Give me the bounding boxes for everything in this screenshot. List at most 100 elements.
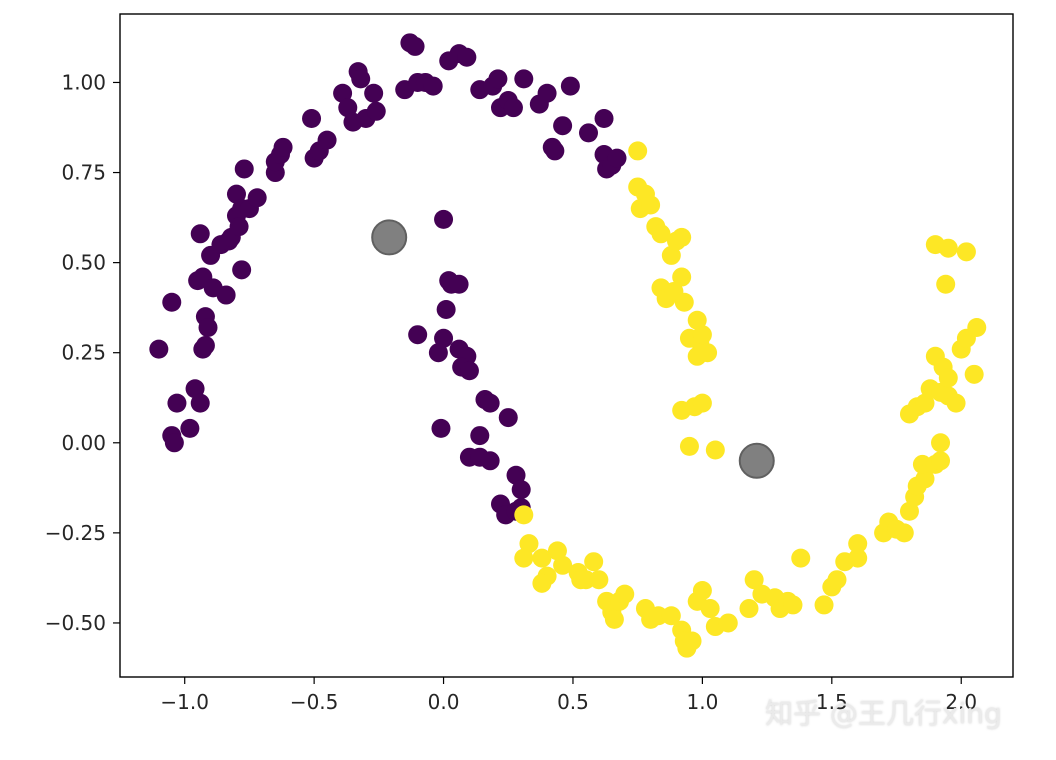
data-point bbox=[364, 83, 384, 103]
data-point bbox=[692, 581, 712, 601]
data-point bbox=[195, 336, 215, 355]
data-point bbox=[514, 69, 534, 89]
y-tick-label: 0.00 bbox=[61, 431, 106, 455]
data-point bbox=[459, 361, 479, 381]
data-point bbox=[457, 47, 477, 67]
data-point bbox=[405, 36, 425, 56]
data-point bbox=[964, 364, 984, 384]
data-point bbox=[848, 534, 868, 554]
data-point bbox=[604, 609, 624, 629]
data-point bbox=[247, 188, 267, 208]
plot-frame bbox=[119, 13, 1014, 678]
data-point bbox=[594, 108, 614, 128]
data-point bbox=[514, 505, 534, 525]
data-point bbox=[739, 599, 759, 619]
data-point bbox=[848, 548, 868, 568]
data-point bbox=[931, 451, 951, 471]
data-point bbox=[553, 116, 573, 136]
data-point bbox=[827, 570, 847, 590]
data-point bbox=[651, 224, 671, 244]
data-point bbox=[232, 260, 252, 280]
data-point bbox=[946, 393, 966, 413]
data-point bbox=[936, 274, 956, 294]
data-point bbox=[167, 393, 187, 413]
watermark: 知乎 @王几行xing bbox=[765, 697, 1002, 730]
data-point bbox=[687, 310, 707, 330]
data-point bbox=[229, 217, 249, 237]
data-point bbox=[190, 224, 210, 244]
data-point bbox=[519, 534, 539, 554]
data-point bbox=[579, 123, 599, 143]
x-tick-label: −1.0 bbox=[160, 690, 209, 714]
data-point bbox=[480, 393, 500, 413]
data-point bbox=[692, 393, 712, 413]
x-tick-label: 1.0 bbox=[686, 690, 718, 714]
data-point bbox=[503, 98, 523, 118]
data-point bbox=[190, 393, 210, 413]
data-point bbox=[938, 238, 958, 258]
data-point bbox=[553, 555, 573, 575]
x-axis: −1.0 −0.5 0.0 0.5 1.0 1.5 2.0 bbox=[160, 677, 977, 714]
data-point bbox=[333, 83, 353, 103]
data-point bbox=[537, 83, 557, 103]
centroid-point bbox=[738, 442, 775, 479]
data-point bbox=[672, 227, 692, 247]
data-point bbox=[506, 465, 526, 485]
y-tick-label: 0.50 bbox=[61, 251, 106, 275]
data-point bbox=[162, 292, 182, 312]
data-point bbox=[915, 469, 935, 489]
y-tick-label: −0.50 bbox=[45, 611, 106, 635]
data-point bbox=[661, 606, 681, 626]
data-point bbox=[302, 108, 322, 128]
data-point bbox=[180, 418, 200, 438]
data-point bbox=[915, 393, 935, 413]
y-tick-label: 0.25 bbox=[61, 341, 106, 365]
data-point bbox=[698, 343, 718, 363]
data-point bbox=[679, 436, 699, 456]
y-tick-label: 0.75 bbox=[61, 161, 106, 185]
data-point bbox=[408, 325, 428, 345]
data-point bbox=[198, 317, 218, 337]
data-point bbox=[899, 501, 919, 521]
data-point bbox=[560, 76, 580, 96]
data-point bbox=[226, 184, 246, 204]
data-point bbox=[672, 267, 692, 287]
data-point bbox=[682, 631, 702, 651]
y-tick-label: 1.00 bbox=[61, 70, 106, 94]
data-point bbox=[744, 570, 764, 590]
data-point bbox=[615, 584, 635, 604]
data-point bbox=[436, 299, 456, 319]
data-point bbox=[545, 141, 565, 161]
x-tick-label: 0.0 bbox=[428, 690, 460, 714]
y-tick-label: −0.25 bbox=[45, 521, 106, 545]
data-point bbox=[514, 548, 534, 568]
data-point bbox=[931, 433, 951, 453]
data-point bbox=[718, 613, 738, 633]
data-point bbox=[423, 76, 443, 96]
data-point bbox=[589, 570, 609, 590]
data-point bbox=[428, 343, 448, 363]
x-tick-label: −0.5 bbox=[290, 690, 339, 714]
data-point bbox=[674, 292, 694, 312]
data-point bbox=[783, 595, 803, 615]
data-point bbox=[338, 98, 358, 118]
data-point bbox=[791, 548, 811, 568]
data-point bbox=[498, 408, 518, 428]
data-point bbox=[185, 379, 205, 399]
data-point bbox=[351, 69, 371, 89]
data-point bbox=[511, 480, 531, 500]
data-point bbox=[547, 541, 567, 561]
data-point bbox=[488, 69, 508, 89]
data-point bbox=[700, 599, 720, 619]
data-point bbox=[607, 148, 627, 168]
data-point bbox=[814, 595, 834, 615]
data-point bbox=[431, 418, 451, 438]
data-point bbox=[938, 368, 958, 388]
y-axis: −0.50 −0.25 0.00 0.25 0.50 0.75 1.00 bbox=[45, 70, 120, 635]
data-point bbox=[641, 195, 661, 215]
data-point bbox=[164, 433, 184, 453]
data-point bbox=[894, 523, 914, 543]
data-point bbox=[434, 209, 454, 229]
data-point bbox=[692, 325, 712, 345]
